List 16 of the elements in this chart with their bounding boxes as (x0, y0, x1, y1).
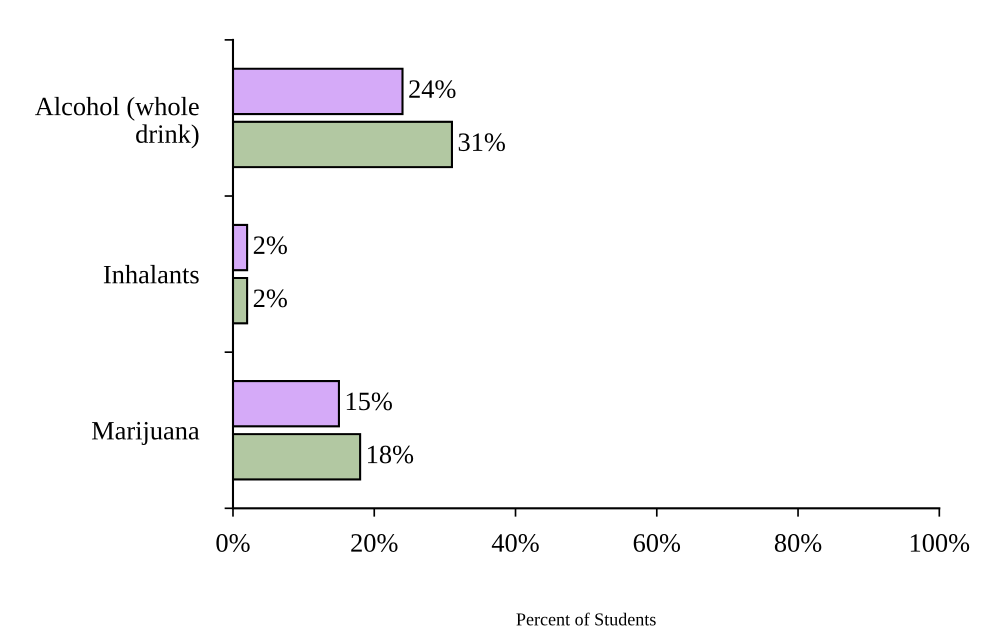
data-label: 31% (458, 133, 505, 152)
y-tick-label: Alcohol (whole drink) (35, 96, 199, 148)
y-tick-label: Marijuana (92, 422, 200, 446)
x-tick-label: 40% (492, 534, 539, 552)
x-tick-label: 80% (774, 534, 822, 552)
x-tick-label: 0% (216, 534, 250, 552)
data-label: 2% (254, 236, 287, 254)
x-tick-label: 20% (351, 534, 398, 552)
y-tick-label: Inhalants (104, 264, 199, 284)
x-tick-label: 60% (634, 534, 680, 552)
x-axis-title: Percent of Students (516, 612, 656, 626)
data-label: 24% (409, 80, 456, 98)
data-label: 18% (368, 446, 414, 464)
data-label: 2% (254, 289, 287, 308)
data-label: 15% (346, 392, 392, 410)
x-tick-label: 100% (910, 534, 970, 552)
